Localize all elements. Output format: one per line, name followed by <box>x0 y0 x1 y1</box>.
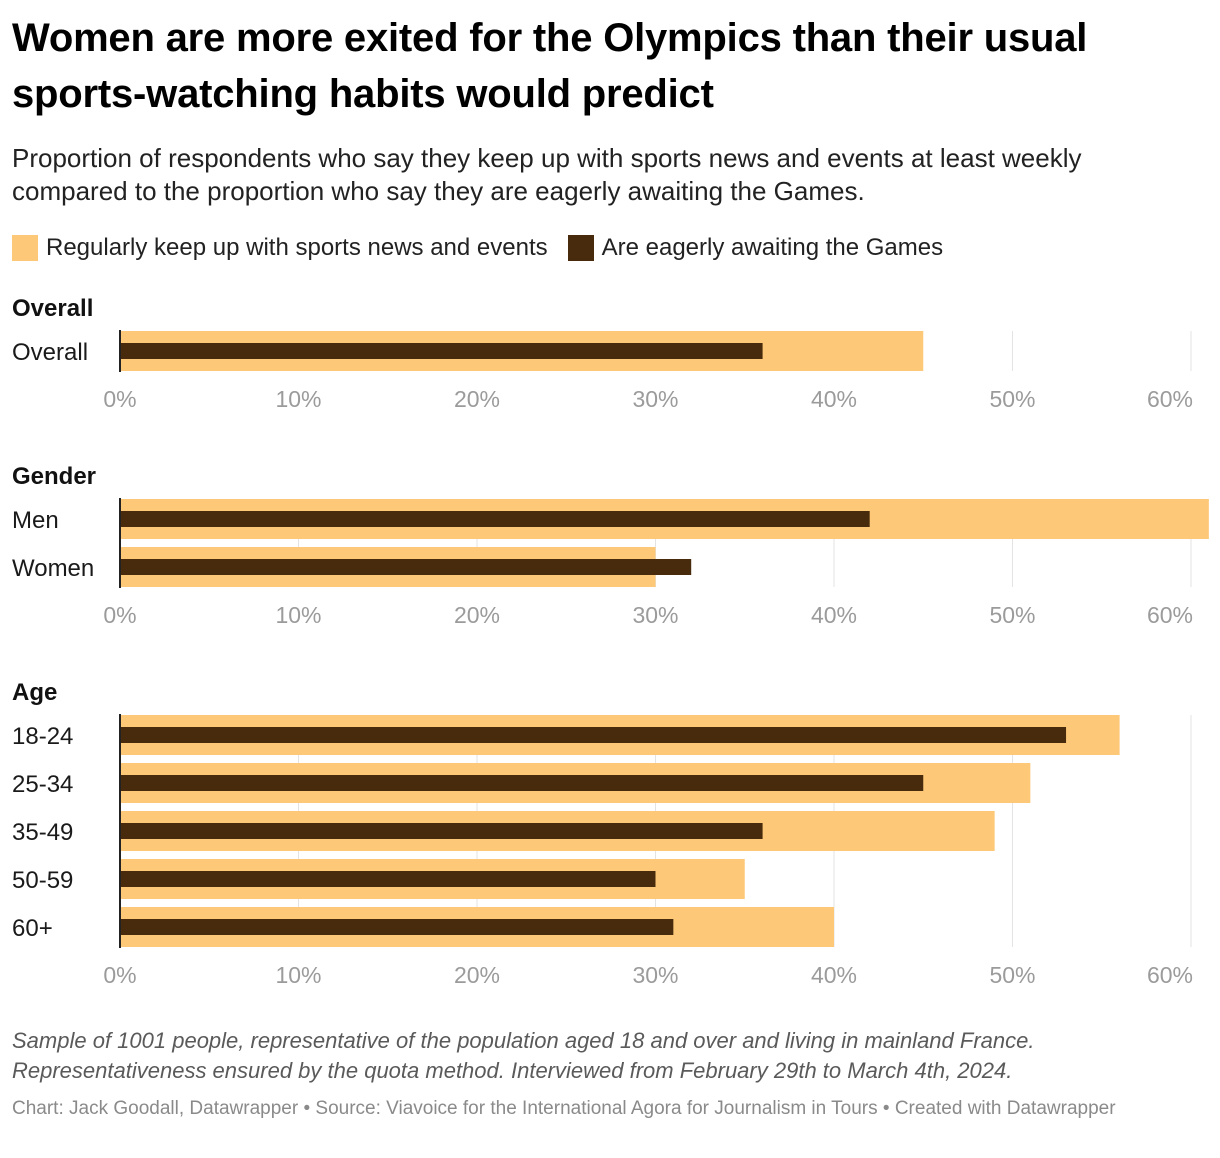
bar-awaiting-50-59 <box>120 871 656 887</box>
chart-credits: Chart: Jack Goodall, Datawrapper • Sourc… <box>12 1098 1116 1119</box>
tick-label-overall-1: 10% <box>275 386 321 412</box>
row-label-men: Men <box>12 507 59 534</box>
tick-label-overall-2: 20% <box>454 386 500 412</box>
chart-notes: Sample of 1001 people, representative of… <box>12 1028 1035 1083</box>
tick-label-overall-3: 30% <box>632 386 678 412</box>
tick-label-age-1: 10% <box>275 962 321 988</box>
tick-label-overall-0: 0% <box>103 386 136 412</box>
legend-swatch-keep-up <box>12 235 38 261</box>
legend-swatch-awaiting <box>567 235 594 261</box>
chart-subtitle: Proportion of respondents who say they k… <box>12 143 1082 206</box>
chart-title: Women are more exited for the Olympics t… <box>12 16 1088 116</box>
legend-item-keep-up: Regularly keep up with sports news and e… <box>12 234 548 262</box>
tick-label-age-6: 60% <box>1147 962 1193 988</box>
bar-awaiting-women <box>120 559 692 575</box>
tick-label-overall-6: 60% <box>1147 386 1193 412</box>
tick-label-gender-4: 40% <box>811 602 857 628</box>
panel-title-overall: Overall <box>12 295 93 322</box>
bar-awaiting-60 <box>120 919 674 935</box>
bar-awaiting-18-24 <box>120 727 1067 743</box>
bar-awaiting-overall <box>120 343 763 359</box>
tick-label-age-0: 0% <box>103 962 136 988</box>
panel-gender: Gender Men Women 0% 10% 20% 30% 40% 50% 60% <box>12 463 1209 628</box>
tick-label-age-5: 50% <box>989 962 1035 988</box>
tick-label-gender-2: 20% <box>454 602 500 628</box>
row-label-18-24: 18-24 <box>12 723 73 750</box>
legend-label-awaiting: Are eagerly awaiting the Games <box>601 234 944 261</box>
row-label-60: 60+ <box>12 915 53 942</box>
panel-title-age: Age <box>12 679 57 706</box>
legend-item-awaiting: Are eagerly awaiting the Games <box>567 234 944 262</box>
tick-label-gender-6: 60% <box>1147 602 1193 628</box>
bar-awaiting-25-34 <box>120 775 924 791</box>
tick-label-age-3: 30% <box>632 962 678 988</box>
panel-title-gender: Gender <box>12 463 96 490</box>
tick-label-overall-4: 40% <box>811 386 857 412</box>
panel-age: Age 18-24 25-34 35-49 50-59 60+ 0% 10% 20% 30% 40%… <box>12 679 1193 988</box>
legend-label-keep-up: Regularly keep up with sports news and e… <box>46 234 548 261</box>
tick-label-age-2: 20% <box>454 962 500 988</box>
bar-awaiting-35-49 <box>120 823 763 839</box>
tick-label-gender-1: 10% <box>275 602 321 628</box>
row-label-overall: Overall <box>12 339 88 366</box>
legend: Regularly keep up with sports news and e… <box>12 232 963 264</box>
row-label-50-59: 50-59 <box>12 867 73 894</box>
tick-label-overall-5: 50% <box>989 386 1035 412</box>
tick-label-gender-0: 0% <box>103 602 136 628</box>
row-label-35-49: 35-49 <box>12 819 73 846</box>
tick-label-gender-5: 50% <box>989 602 1035 628</box>
tick-label-age-4: 40% <box>811 962 857 988</box>
bar-awaiting-men <box>120 511 870 527</box>
tick-label-gender-3: 30% <box>632 602 678 628</box>
panel-overall: Overall Overall 0% 10% 20% 30% 40% 50% 60% <box>12 295 1193 412</box>
row-label-25-34: 25-34 <box>12 771 73 798</box>
row-label-women: Women <box>12 555 94 582</box>
